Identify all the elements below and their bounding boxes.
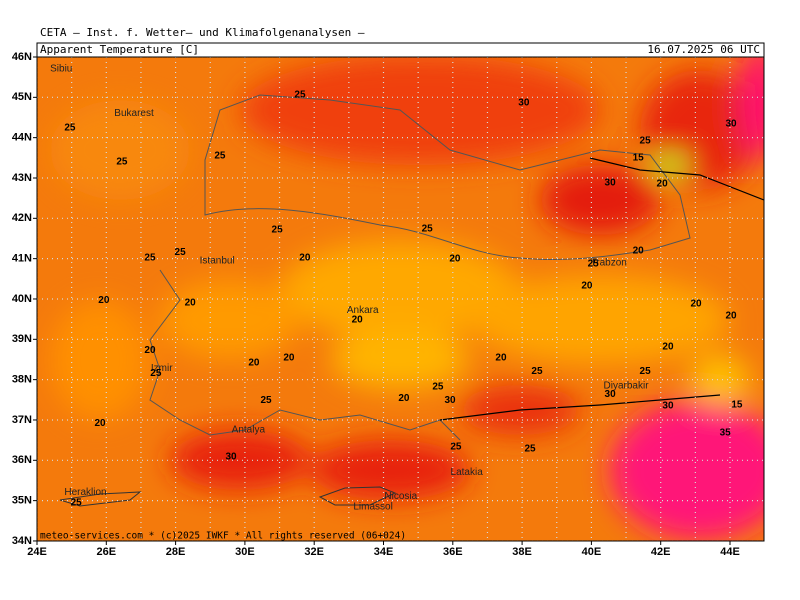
contour-label: 20 bbox=[248, 358, 260, 369]
contour-label: 30 bbox=[444, 395, 456, 406]
lon-label: 30E bbox=[235, 546, 255, 558]
contour-label: 30 bbox=[518, 98, 530, 109]
city-label: Latakia bbox=[451, 467, 484, 478]
contour-label: 25 bbox=[640, 136, 652, 147]
city-label: Sibiu bbox=[50, 64, 72, 75]
lat-label: 37N bbox=[12, 414, 32, 426]
city-label: Limassol bbox=[353, 501, 392, 512]
contour-label: 25 bbox=[116, 156, 128, 167]
contour-label: 25 bbox=[588, 259, 600, 270]
lon-label: 44E bbox=[720, 546, 740, 558]
lat-label: 38N bbox=[12, 374, 32, 386]
lon-label: 32E bbox=[304, 546, 324, 558]
field-blobs bbox=[50, 57, 764, 540]
lon-label: 34E bbox=[374, 546, 394, 558]
contour-label: 25 bbox=[144, 252, 156, 263]
turkey-coast bbox=[149, 269, 461, 441]
contour-label: 20 bbox=[299, 252, 311, 263]
contour-label: 30 bbox=[605, 389, 617, 400]
contour-label: 20 bbox=[398, 393, 410, 404]
contour-label: 35 bbox=[720, 428, 732, 439]
contour-label: 20 bbox=[690, 298, 702, 309]
contour-label: 25 bbox=[432, 382, 444, 393]
lon-label: 38E bbox=[512, 546, 532, 558]
contour-label: 20 bbox=[495, 353, 507, 364]
contour-label: 25 bbox=[525, 444, 537, 455]
contour-label: 20 bbox=[449, 254, 461, 265]
contour-label: 25 bbox=[640, 366, 652, 377]
lon-label: 26E bbox=[97, 546, 117, 558]
city-label: Antalya bbox=[232, 425, 266, 436]
contour-label: 25 bbox=[531, 366, 543, 377]
lat-label: 39N bbox=[12, 333, 32, 345]
grid bbox=[37, 57, 764, 541]
cyprus bbox=[318, 486, 397, 506]
contour-label: 25 bbox=[422, 223, 434, 234]
lon-label: 42E bbox=[651, 546, 671, 558]
city-label: Ankara bbox=[347, 305, 379, 316]
contour-label: 20 bbox=[581, 281, 593, 292]
contour-label: 25 bbox=[260, 395, 272, 406]
contour-label: 15 bbox=[633, 152, 645, 163]
city-label: Izmir bbox=[151, 363, 173, 374]
lat-label: 46N bbox=[12, 51, 32, 63]
contour-label: 25 bbox=[71, 498, 83, 509]
city-label: Bukarest bbox=[114, 108, 154, 119]
contour-label: 20 bbox=[633, 246, 645, 257]
lon-label: 40E bbox=[582, 546, 602, 558]
contour-label: 25 bbox=[450, 442, 462, 453]
lat-label: 43N bbox=[12, 172, 32, 184]
contour-label: 20 bbox=[95, 418, 107, 429]
lon-label: 36E bbox=[443, 546, 463, 558]
contour-label: 30 bbox=[225, 452, 237, 463]
lat-label: 40N bbox=[12, 293, 32, 305]
city-label: Diyarbakir bbox=[604, 380, 650, 391]
contour-label: 20 bbox=[185, 298, 197, 309]
contour-label: 15 bbox=[731, 400, 743, 411]
lat-label: 41N bbox=[12, 253, 32, 265]
map-area: Sibiu Bukarest Istanbul Ankara Izmir Antalya T… bbox=[37, 57, 764, 542]
caucasus-border bbox=[589, 157, 764, 201]
contour-label: 25 bbox=[150, 368, 162, 379]
lat-label: 35N bbox=[12, 495, 32, 507]
lat-label: 34N bbox=[12, 535, 32, 547]
contour-label: 20 bbox=[352, 315, 364, 326]
city-label: Trabzon bbox=[591, 257, 627, 268]
contour-label: 20 bbox=[144, 345, 156, 356]
city-label: Heraklion bbox=[64, 487, 106, 498]
city-label: Nicosia bbox=[384, 491, 417, 502]
contour-label: 25 bbox=[64, 123, 76, 134]
contour-label: 30 bbox=[725, 119, 737, 130]
contour-label: 30 bbox=[605, 177, 617, 188]
contour-label: 20 bbox=[662, 342, 674, 353]
contour-label: 20 bbox=[283, 353, 295, 364]
contour-label: 25 bbox=[175, 247, 187, 258]
contour-label: 20 bbox=[98, 295, 110, 306]
lat-label: 36N bbox=[12, 454, 32, 466]
contour-label: 25 bbox=[214, 150, 226, 161]
contour-label: 25 bbox=[272, 225, 284, 236]
contour-label: 25 bbox=[294, 90, 306, 101]
lat-label: 45N bbox=[12, 91, 32, 103]
axes: 46N45N44N43N42N41N40N39N38N37N36N35N34N2… bbox=[12, 51, 740, 558]
valid-time: 16.07.2025 06 UTC bbox=[647, 43, 760, 56]
city-label: Istanbul bbox=[200, 255, 235, 266]
institute: CETA — Inst. f. Wetter— und Klimafolgena… bbox=[40, 26, 365, 39]
syria-border bbox=[439, 394, 721, 421]
footer: meteo-services.com * (c)2025 IWKF * All … bbox=[40, 531, 406, 542]
contour-label: 20 bbox=[725, 311, 737, 322]
parameter: Apparent Temperature [C] bbox=[40, 43, 199, 56]
lat-label: 44N bbox=[12, 132, 32, 144]
black-sea-coast bbox=[204, 94, 691, 261]
labels: Sibiu Bukarest Istanbul Ankara Izmir Antalya T… bbox=[50, 64, 743, 513]
lon-label: 28E bbox=[166, 546, 186, 558]
contour-label: 20 bbox=[657, 179, 669, 190]
lat-label: 42N bbox=[12, 212, 32, 224]
crete bbox=[59, 491, 142, 507]
lon-label: 24E bbox=[27, 546, 47, 558]
contour-label: 30 bbox=[662, 400, 674, 411]
